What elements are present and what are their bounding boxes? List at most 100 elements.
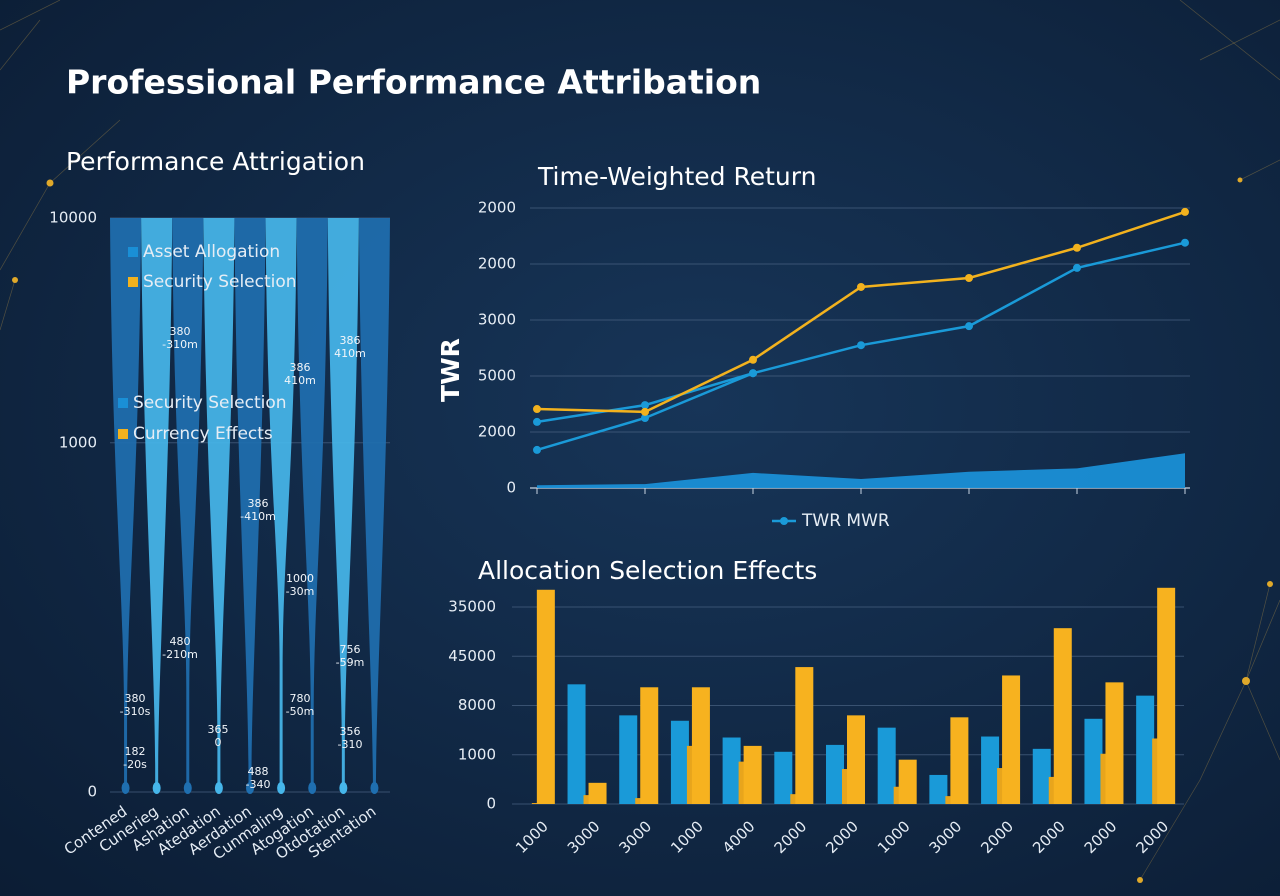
bar [1105, 682, 1124, 804]
y-tick-label: 1000 [59, 433, 97, 451]
bar [1084, 718, 1103, 804]
point [749, 355, 757, 364]
point [1073, 263, 1081, 272]
annotation-note: -310s [120, 705, 151, 718]
point [641, 401, 649, 410]
point [533, 445, 541, 454]
y-axis-label: TWR [436, 338, 465, 402]
chart-title: Allocation Selection Effects [478, 556, 817, 585]
legend-label: Security Selection [133, 393, 287, 413]
bar [795, 667, 814, 804]
funnel-shape [327, 218, 359, 792]
bar [1136, 695, 1155, 804]
annotation-value: 356 [340, 725, 361, 738]
bar [1032, 748, 1051, 804]
funnel-shape [172, 218, 204, 792]
chart-title: Performance Attrigation [66, 147, 365, 176]
point [857, 341, 865, 350]
annotation-note: -30m [286, 585, 315, 598]
annotation-note: 0 [215, 736, 222, 749]
legend-swatch [118, 429, 128, 439]
bar [691, 687, 710, 804]
funnel-shape [234, 218, 266, 792]
funnel-base [152, 782, 161, 794]
bar [826, 744, 844, 804]
annotation-value: 182 [125, 745, 146, 758]
funnel-base [308, 782, 317, 794]
annotation-note: -410m [240, 510, 276, 523]
bar [722, 737, 741, 804]
page-title: Professional Performance Attribation [66, 63, 761, 102]
y-tick-label: 3000 [478, 311, 516, 329]
bar [567, 684, 586, 804]
annotation-note: -20s [123, 758, 147, 771]
bar [640, 687, 659, 804]
y-tick-label: 2000 [478, 255, 516, 273]
y-tick-label: 2000 [478, 199, 516, 217]
annotation-value: 386 [290, 361, 311, 374]
point [749, 369, 757, 378]
bar [877, 727, 896, 804]
bar [929, 774, 948, 804]
funnel-shape [358, 218, 390, 792]
bar [981, 736, 1000, 804]
annotation-note: 410m [334, 347, 366, 360]
bar [536, 589, 555, 804]
bar [1002, 675, 1021, 804]
funnel-base [121, 782, 130, 794]
y-tick-label: 35000 [448, 598, 496, 616]
bar [847, 715, 865, 804]
annotation-note: -210m [162, 648, 198, 661]
legend-label: Asset Allogation [143, 242, 280, 262]
point [641, 414, 649, 422]
y-tick-label: 0 [506, 479, 516, 497]
annotation-note: -59m [336, 656, 365, 669]
funnel-shape [296, 218, 328, 792]
annotation-value: 1000 [286, 572, 314, 585]
legend-swatch [128, 277, 138, 287]
annotation-value: 480 [170, 635, 191, 648]
bar [619, 715, 638, 804]
legend-label: Currency Effects [133, 424, 273, 444]
annotation-value: 380 [170, 325, 191, 338]
point [1073, 243, 1081, 252]
annotation-value: 488 [248, 765, 269, 778]
y-tick-label: 5000 [478, 367, 516, 385]
point [965, 322, 973, 331]
bar [898, 759, 917, 804]
funnel-base [246, 782, 254, 794]
bar [1157, 587, 1176, 804]
point [641, 407, 649, 416]
annotation-value: 386 [248, 497, 269, 510]
annotation-value: 756 [340, 643, 361, 656]
y-tick-label: 10000 [49, 209, 97, 227]
bar [743, 745, 762, 804]
point [857, 282, 865, 291]
annotation-note: 410m [284, 374, 316, 387]
funnel-base [183, 782, 192, 794]
annotation-note: -310 [338, 738, 363, 751]
point [1181, 207, 1189, 216]
funnel-base [370, 782, 379, 794]
legend-label: Security Selection [143, 272, 297, 292]
bar [588, 782, 607, 804]
funnel-shape [265, 218, 297, 792]
funnel-shape [141, 218, 173, 792]
annotation-note: -310m [162, 338, 198, 351]
annotation-value: 386 [340, 334, 361, 347]
y-tick-label: 8000 [458, 696, 496, 714]
legend-swatch [118, 398, 128, 408]
annotation-value: 780 [290, 692, 311, 705]
y-tick-label: 0 [486, 795, 496, 813]
bar [950, 717, 969, 804]
y-tick-label: 0 [87, 783, 97, 801]
legend-label: TWR MWR [801, 511, 890, 531]
annotation-value: 365 [208, 723, 229, 736]
annotation-value: 380 [125, 692, 146, 705]
chart-title: Time-Weighted Return [537, 162, 816, 191]
annotation-note: -50m [286, 705, 315, 718]
funnel-base [277, 782, 286, 794]
point [1181, 238, 1189, 247]
